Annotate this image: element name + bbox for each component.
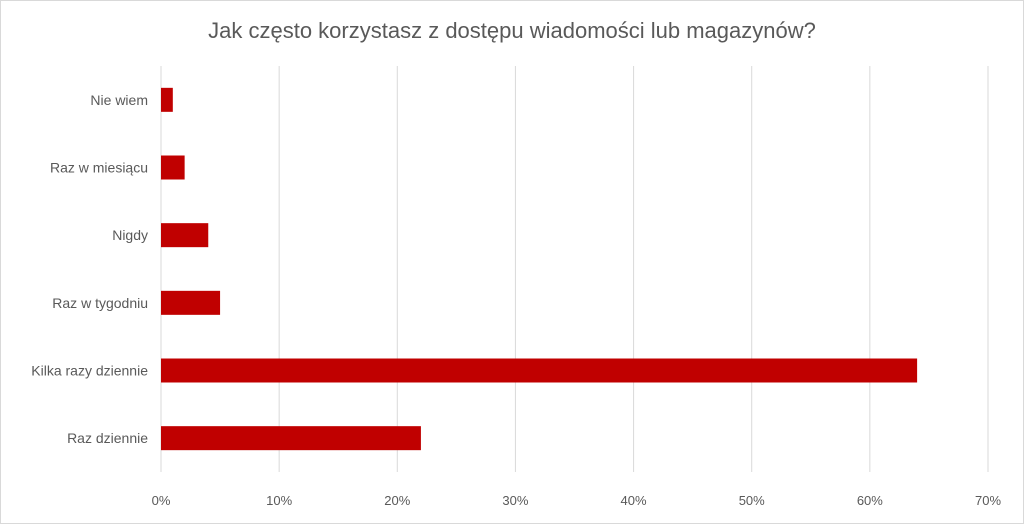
x-tick-label: 10% bbox=[266, 493, 292, 508]
category-label: Nie wiem bbox=[90, 92, 148, 108]
x-tick-label: 70% bbox=[975, 493, 1001, 508]
x-tick-label: 50% bbox=[739, 493, 765, 508]
x-tick-labels: 0% 10% 20% 30% 40% 50% 60% 70% bbox=[152, 493, 1002, 508]
category-label: Raz w miesiącu bbox=[50, 160, 148, 176]
category-labels: Nie wiem Raz w miesiącu Nigdy Raz w tygodni… bbox=[31, 92, 148, 446]
chart-title: Jak często korzystasz z dostępu wiadomoś… bbox=[208, 18, 816, 43]
category-label: Nigdy bbox=[112, 227, 148, 243]
bar bbox=[161, 426, 421, 451]
x-tick-label: 20% bbox=[384, 493, 410, 508]
bar bbox=[161, 290, 221, 315]
x-tick-label: 40% bbox=[621, 493, 647, 508]
x-tick-label: 30% bbox=[502, 493, 528, 508]
gridlines bbox=[160, 66, 989, 472]
category-label: Raz w tygodniu bbox=[52, 295, 148, 311]
category-label: Kilka razy dziennie bbox=[31, 363, 148, 379]
bar bbox=[161, 155, 185, 180]
bars bbox=[161, 87, 918, 451]
bar bbox=[161, 87, 173, 112]
x-tick-label: 60% bbox=[857, 493, 883, 508]
bar bbox=[161, 223, 209, 248]
bar bbox=[161, 358, 918, 383]
x-tick-label: 0% bbox=[152, 493, 171, 508]
category-label: Raz dziennie bbox=[67, 430, 148, 446]
